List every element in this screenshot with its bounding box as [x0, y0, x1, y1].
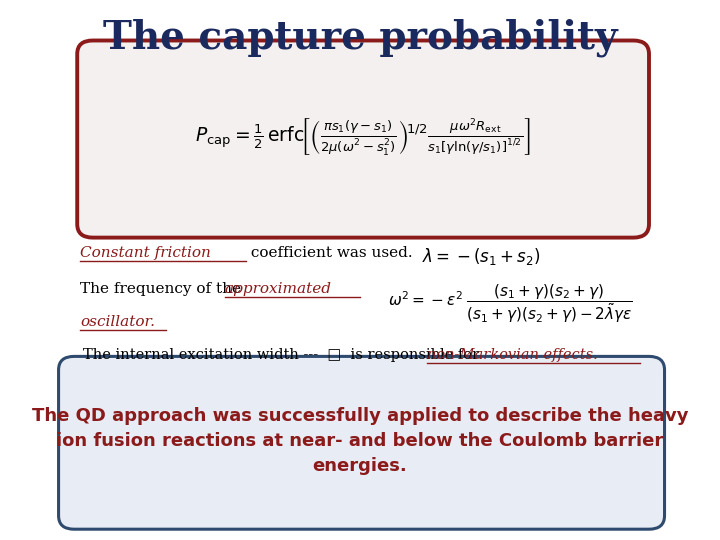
Text: The frequency of the: The frequency of the	[81, 282, 246, 296]
Text: coefficient was used.: coefficient was used.	[246, 246, 413, 260]
Text: oscillator.: oscillator.	[81, 315, 156, 329]
Text: $\omega^2 = -\varepsilon^2 \;\dfrac{(s_1+\gamma)(s_2+\gamma)}{(s_1+\gamma)(s_2+\: $\omega^2 = -\varepsilon^2 \;\dfrac{(s_1…	[388, 282, 633, 326]
Text: $P_{\rm cap} = \frac{1}{2}\,{\rm erfc}\!\left[\left(\frac{\pi s_1(\gamma-s_1)}{2: $P_{\rm cap} = \frac{1}{2}\,{\rm erfc}\!…	[195, 117, 531, 158]
Text: non-Markovian effects.: non-Markovian effects.	[427, 348, 598, 362]
Text: The QD approach was successfully applied to describe the heavy
ion fusion reacti: The QD approach was successfully applied…	[32, 407, 688, 475]
Text: Constant friction: Constant friction	[81, 246, 211, 260]
Text: The internal excitation width ---  □  is responsible for: The internal excitation width --- □ is r…	[84, 348, 489, 362]
FancyBboxPatch shape	[58, 356, 665, 529]
Text: $\lambda = -(s_1 + s_2)$: $\lambda = -(s_1 + s_2)$	[422, 246, 541, 267]
FancyBboxPatch shape	[77, 40, 649, 238]
Text: approximated: approximated	[225, 282, 331, 296]
Text: The capture probability: The capture probability	[103, 19, 617, 57]
